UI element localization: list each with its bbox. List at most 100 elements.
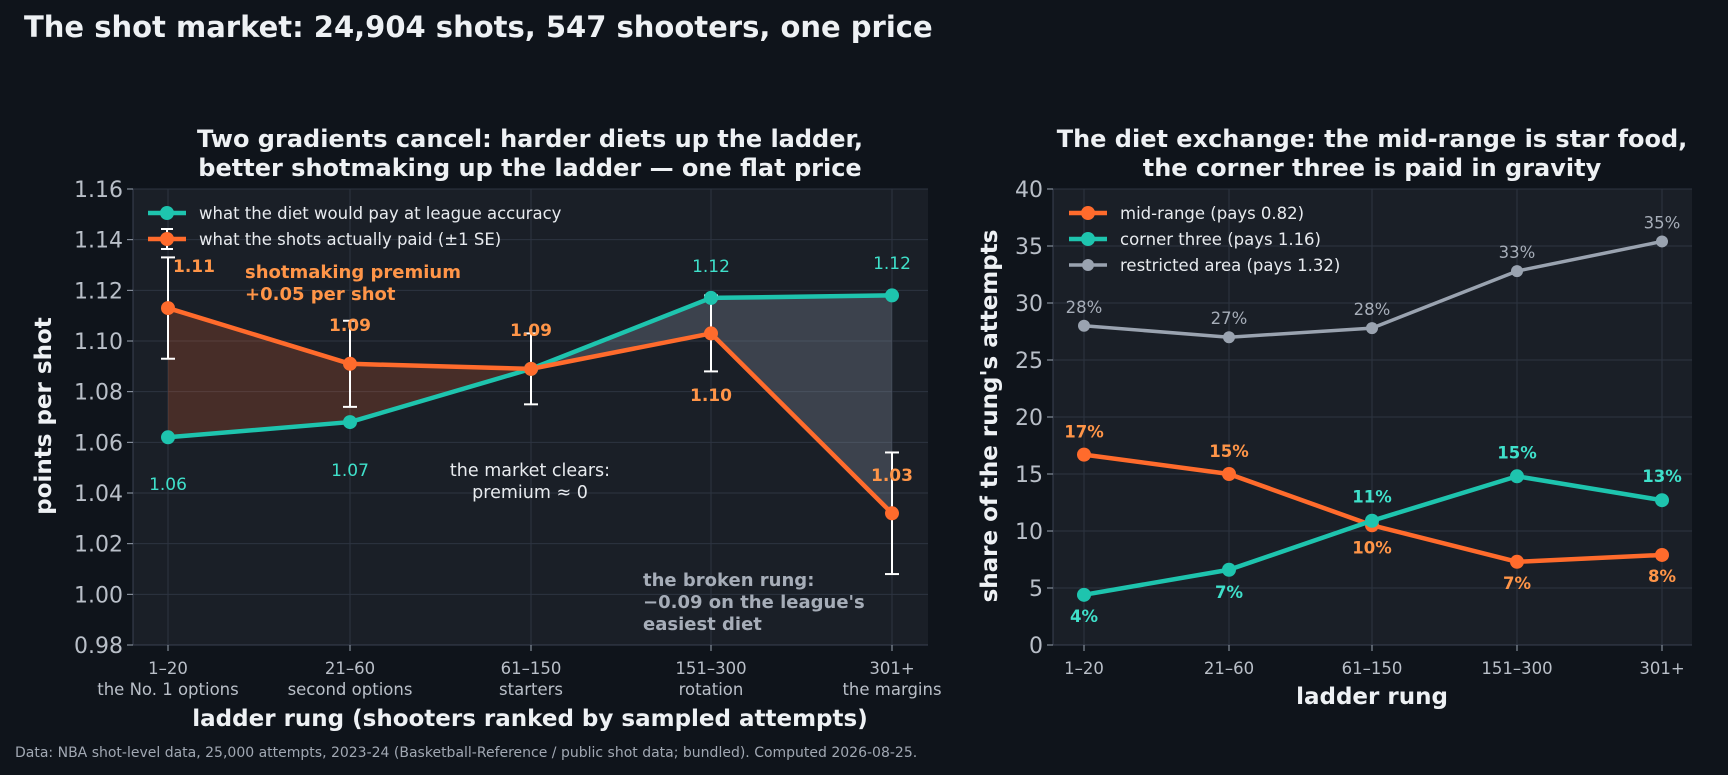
data-label-actual: 1.09 xyxy=(329,316,371,336)
data-label-diet: 1.07 xyxy=(331,461,369,481)
x-axis-label: ladder rung xyxy=(1296,684,1448,710)
y-axis-label: share of the rung's attempts xyxy=(977,230,1003,603)
data-label-corner-three: 13% xyxy=(1642,467,1682,486)
data-label-corner-three: 7% xyxy=(1215,583,1243,602)
y-tick-label: 0 xyxy=(1029,634,1043,659)
legend: what the diet would pay at league accura… xyxy=(148,204,562,250)
data-label-mid-range: 17% xyxy=(1064,423,1104,442)
figure-title: The shot market: 24,904 shots, 547 shoot… xyxy=(24,10,933,44)
y-tick-label: 1.08 xyxy=(74,381,123,406)
y-tick-label: 1.12 xyxy=(74,279,123,304)
data-label-mid-range: 10% xyxy=(1352,538,1392,557)
point-mid-range xyxy=(1222,467,1236,481)
y-axis-label: points per shot xyxy=(31,317,57,515)
y-tick-label: 35 xyxy=(1015,235,1043,260)
legend-label-actual: what the shots actually paid (±1 SE) xyxy=(199,230,501,249)
x-tick-label: 301+ xyxy=(1639,659,1684,678)
legend: mid-range (pays 0.82) corner three (pays … xyxy=(1069,204,1340,275)
data-label-restricted-area: 28% xyxy=(1354,300,1391,319)
point-diet xyxy=(161,430,175,445)
y-tick-label: 20 xyxy=(1015,406,1043,431)
y-tick-label: 5 xyxy=(1029,577,1043,602)
annotation-premium: shotmaking premium +0.05 per shot xyxy=(245,262,461,305)
y-tick-label: 1.16 xyxy=(74,178,123,203)
point-corner-three xyxy=(1365,513,1379,528)
legend-marker-diet xyxy=(160,206,174,220)
x-tick-label: 21–60 xyxy=(1204,659,1254,678)
point-restricted-area xyxy=(1511,265,1523,278)
point-corner-three xyxy=(1077,587,1091,602)
data-label-restricted-area: 33% xyxy=(1499,243,1536,262)
data-label-diet: 1.06 xyxy=(149,475,187,495)
data-label-actual: 1.10 xyxy=(690,386,732,406)
y-tick-label: 1.10 xyxy=(74,330,123,355)
legend-label-mid-range: mid-range (pays 0.82) xyxy=(1120,204,1304,223)
data-label-corner-three: 15% xyxy=(1497,443,1537,462)
legend-marker-actual xyxy=(160,232,174,246)
data-label-corner-three: 11% xyxy=(1352,488,1392,507)
point-corner-three xyxy=(1510,469,1524,484)
y-tick-label: 10 xyxy=(1015,520,1043,545)
y-tick-label: 1.00 xyxy=(74,583,123,608)
x-axis-label: ladder rung (shooters ranked by sampled … xyxy=(192,706,867,732)
point-mid-range xyxy=(1077,447,1091,462)
x-tick-label: 61–150 starters xyxy=(499,659,563,699)
x-tick-label: 21–60 second options xyxy=(288,659,413,699)
y-tick-label: 25 xyxy=(1015,349,1043,374)
data-label-restricted-area: 27% xyxy=(1211,309,1248,328)
point-actual xyxy=(524,361,538,376)
data-label-mid-range: 8% xyxy=(1648,567,1676,586)
point-diet xyxy=(885,288,899,303)
left-chart: 0.98 1.00 1.02 1.04 1.06 1.08 1.10 1.12 1.14 1.16… xyxy=(31,125,942,732)
y-tick-label: 40 xyxy=(1015,178,1043,203)
data-label-corner-three: 4% xyxy=(1070,607,1098,626)
y-tick-label: 1.04 xyxy=(74,482,123,507)
data-label-restricted-area: 28% xyxy=(1066,298,1103,317)
point-actual xyxy=(885,506,899,521)
point-actual xyxy=(704,326,718,341)
y-tick-label: 1.14 xyxy=(74,229,123,254)
data-label-actual: 1.09 xyxy=(510,321,552,341)
right-chart: 0 5 10 15 20 25 30 35 40 1–20 21–60 61–150 151–300 30… xyxy=(977,125,1692,710)
chart-title: Two gradients cancel: harder diets up th… xyxy=(197,125,863,182)
x-tick-label: 151–300 rotation xyxy=(675,659,746,699)
legend-marker-corner-three xyxy=(1081,232,1095,246)
point-actual xyxy=(343,356,357,371)
point-mid-range xyxy=(1510,554,1524,569)
point-restricted-area xyxy=(1078,319,1090,332)
point-restricted-area xyxy=(1223,331,1235,344)
data-label-mid-range: 15% xyxy=(1209,442,1249,461)
y-tick-label: 0.98 xyxy=(74,634,123,659)
point-diet xyxy=(343,415,357,430)
x-tick-label: 61–150 xyxy=(1342,659,1403,678)
x-tick-label: 1–20 the No. 1 options xyxy=(97,659,238,699)
legend-label-corner-three: corner three (pays 1.16) xyxy=(1120,230,1321,249)
annotation-broken-rung: the broken rung: −0.09 on the league's eas… xyxy=(643,570,865,635)
legend-marker-mid-range xyxy=(1081,206,1095,220)
point-corner-three xyxy=(1222,562,1236,577)
point-corner-three xyxy=(1655,493,1669,508)
data-label-diet: 1.12 xyxy=(692,257,730,277)
x-tick-label: 301+ the margins xyxy=(842,659,941,699)
point-actual xyxy=(161,301,175,316)
data-label-actual: 1.03 xyxy=(871,466,913,486)
y-tick-label: 30 xyxy=(1015,292,1043,317)
legend-label-diet: what the diet would pay at league accura… xyxy=(199,204,562,223)
data-label-mid-range: 7% xyxy=(1503,574,1531,593)
point-mid-range xyxy=(1655,547,1669,562)
annotation-market-clears: the market clears: premium ≈ 0 xyxy=(450,461,610,503)
data-label-actual: 1.11 xyxy=(173,257,215,277)
chart-title: The diet exchange: the mid-range is star… xyxy=(1057,125,1688,182)
legend-label-restricted-area: restricted area (pays 1.32) xyxy=(1120,256,1340,275)
x-tick-label: 151–300 xyxy=(1481,659,1552,678)
y-tick-label: 15 xyxy=(1015,463,1043,488)
figure-footnote: Data: NBA shot-level data, 25,000 attemp… xyxy=(15,745,918,761)
point-diet xyxy=(704,290,718,305)
y-tick-label: 1.06 xyxy=(74,431,123,456)
point-restricted-area xyxy=(1366,322,1378,335)
point-restricted-area xyxy=(1656,235,1668,248)
data-label-diet: 1.12 xyxy=(873,254,911,274)
data-label-restricted-area: 35% xyxy=(1644,213,1681,232)
x-tick-label: 1–20 xyxy=(1064,659,1104,678)
